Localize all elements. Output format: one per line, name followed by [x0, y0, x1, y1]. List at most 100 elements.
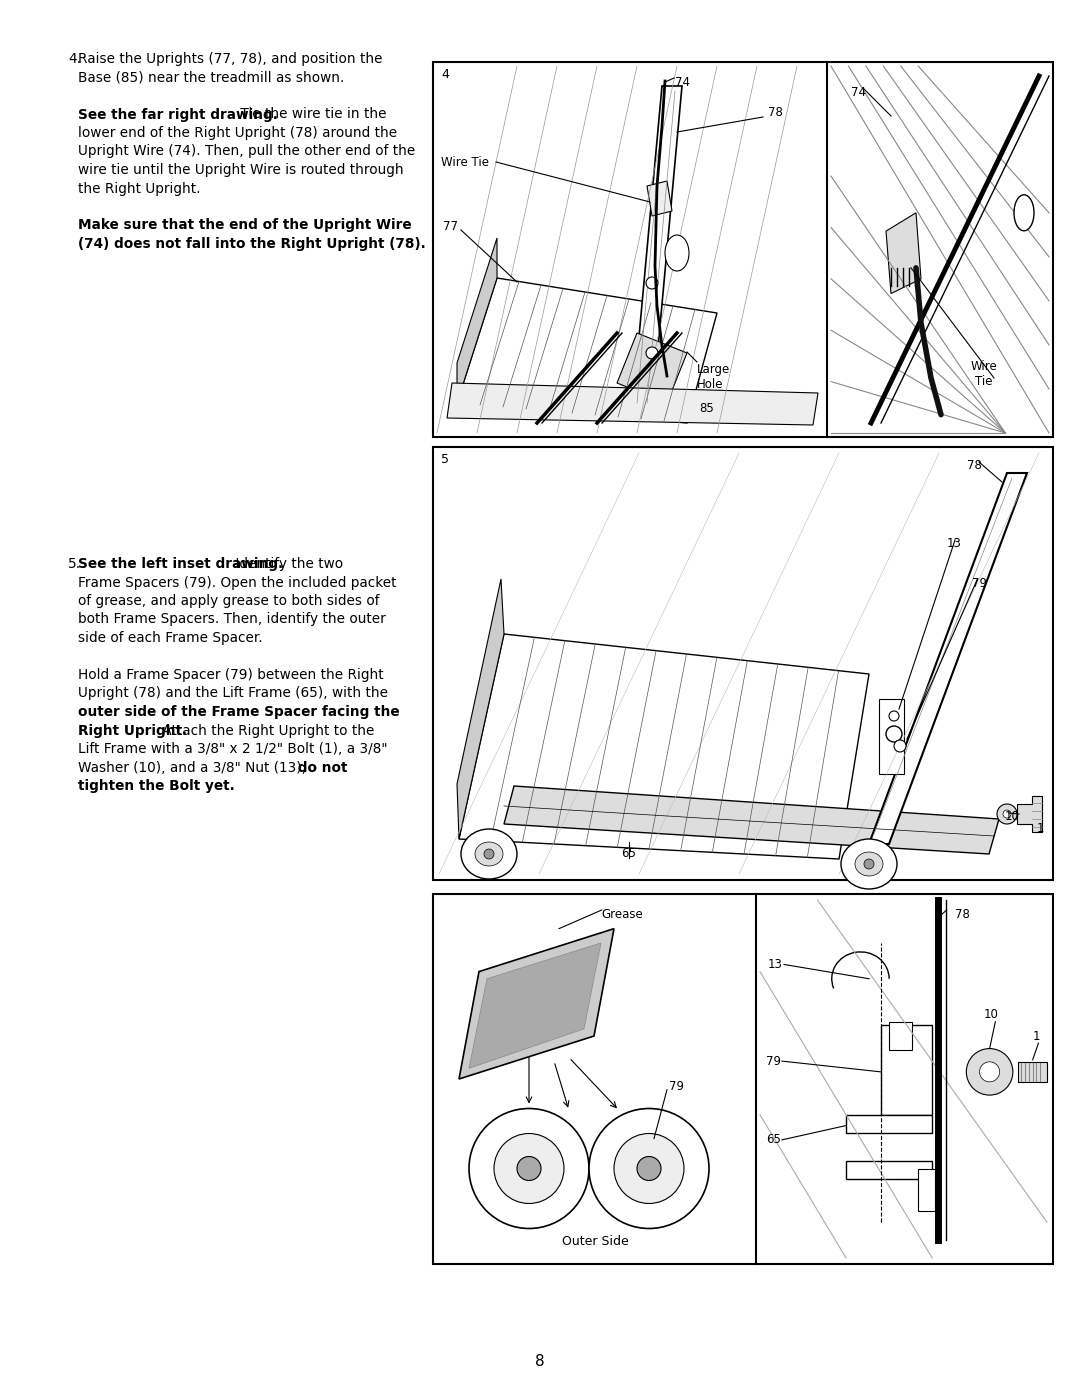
- Text: Lift Frame with a 3/8" x 2 1/2" Bolt (1), a 3/8": Lift Frame with a 3/8" x 2 1/2" Bolt (1)…: [78, 742, 388, 756]
- Bar: [880, 1025, 932, 1115]
- Text: 79: 79: [972, 577, 987, 590]
- Text: See the left inset drawing.: See the left inset drawing.: [78, 557, 283, 571]
- Bar: [433, 61, 1053, 437]
- Text: (74) does not fall into the Right Upright (78).: (74) does not fall into the Right Uprigh…: [78, 237, 426, 251]
- Text: wire tie until the Upright Wire is routed through: wire tie until the Upright Wire is route…: [78, 163, 404, 177]
- Polygon shape: [869, 474, 1027, 844]
- Text: Upright (78) and the Lift Frame (65), with the: Upright (78) and the Lift Frame (65), wi…: [78, 686, 388, 700]
- Text: 74: 74: [675, 75, 690, 89]
- Polygon shape: [469, 943, 600, 1069]
- Text: Attach the Right Upright to the: Attach the Right Upright to the: [158, 724, 375, 738]
- Text: tighten the Bolt yet.: tighten the Bolt yet.: [78, 780, 234, 793]
- Text: outer side of the Frame Spacer facing the: outer side of the Frame Spacer facing th…: [78, 705, 400, 719]
- Text: 78: 78: [967, 460, 982, 472]
- Text: Wire
Tie: Wire Tie: [971, 360, 997, 388]
- Text: 65: 65: [622, 847, 636, 861]
- Text: do not: do not: [293, 760, 348, 774]
- Polygon shape: [1017, 796, 1042, 833]
- Circle shape: [517, 1157, 541, 1180]
- Bar: [433, 447, 1053, 880]
- Text: 13: 13: [768, 958, 783, 971]
- Circle shape: [646, 277, 658, 289]
- Circle shape: [646, 346, 658, 359]
- Text: of grease, and apply grease to both sides of: of grease, and apply grease to both side…: [78, 594, 379, 608]
- Text: Wire Tie: Wire Tie: [441, 155, 489, 169]
- Circle shape: [589, 1108, 708, 1228]
- Circle shape: [980, 1062, 1000, 1081]
- Text: side of each Frame Spacer.: side of each Frame Spacer.: [78, 631, 262, 645]
- Ellipse shape: [665, 235, 689, 271]
- Text: Washer (10), and a 3/8" Nut (13);: Washer (10), and a 3/8" Nut (13);: [78, 760, 307, 774]
- Text: Tie the wire tie in the: Tie the wire tie in the: [237, 108, 387, 122]
- Circle shape: [864, 859, 874, 869]
- Polygon shape: [459, 634, 869, 859]
- Bar: [433, 894, 1053, 1264]
- Polygon shape: [504, 787, 999, 854]
- Circle shape: [997, 805, 1017, 824]
- Text: Hold a Frame Spacer (79) between the Right: Hold a Frame Spacer (79) between the Rig…: [78, 668, 383, 682]
- Text: Upright Wire (74). Then, pull the other end of the: Upright Wire (74). Then, pull the other …: [78, 144, 415, 158]
- Text: 77: 77: [443, 221, 458, 233]
- Circle shape: [1003, 810, 1011, 819]
- Polygon shape: [457, 237, 497, 402]
- Text: 8: 8: [536, 1354, 544, 1369]
- Text: Right Upright.: Right Upright.: [78, 724, 187, 738]
- Text: both Frame Spacers. Then, identify the outer: both Frame Spacers. Then, identify the o…: [78, 612, 386, 626]
- Text: 1: 1: [1032, 1030, 1040, 1042]
- Bar: [918, 1168, 935, 1211]
- Text: 65: 65: [766, 1133, 781, 1147]
- Ellipse shape: [1014, 194, 1034, 231]
- Polygon shape: [617, 332, 687, 402]
- Text: 79: 79: [669, 1080, 684, 1092]
- Text: Outer Side: Outer Side: [562, 1235, 629, 1248]
- Polygon shape: [459, 929, 615, 1078]
- Ellipse shape: [841, 840, 897, 888]
- Bar: [846, 1115, 932, 1133]
- Text: 5: 5: [441, 453, 449, 467]
- Text: lower end of the Right Upright (78) around the: lower end of the Right Upright (78) arou…: [78, 126, 397, 140]
- Polygon shape: [647, 182, 672, 217]
- Circle shape: [967, 1049, 1013, 1095]
- Bar: [846, 1161, 932, 1179]
- Text: Frame Spacers (79). Open the included packet: Frame Spacers (79). Open the included pa…: [78, 576, 396, 590]
- Text: 1: 1: [1037, 821, 1044, 834]
- Polygon shape: [457, 278, 717, 423]
- Ellipse shape: [475, 842, 503, 866]
- Text: Raise the Uprights (77, 78), and position the: Raise the Uprights (77, 78), and positio…: [78, 52, 382, 66]
- Text: 10: 10: [984, 1009, 999, 1021]
- Text: Make sure that the end of the Upright Wire: Make sure that the end of the Upright Wi…: [78, 218, 411, 232]
- Circle shape: [484, 849, 494, 859]
- Text: 79: 79: [766, 1055, 781, 1067]
- Circle shape: [886, 726, 902, 742]
- Polygon shape: [879, 698, 904, 774]
- Circle shape: [889, 711, 899, 721]
- Text: Identify the two: Identify the two: [231, 557, 343, 571]
- Circle shape: [494, 1133, 564, 1203]
- Text: Large
Hole: Large Hole: [697, 363, 730, 391]
- Text: 13: 13: [947, 536, 962, 550]
- Text: 74: 74: [851, 87, 866, 99]
- Text: Grease: Grease: [602, 908, 644, 921]
- Text: 78: 78: [768, 106, 783, 119]
- Text: 78: 78: [955, 908, 970, 921]
- Circle shape: [637, 1157, 661, 1180]
- Text: See the far right drawing.: See the far right drawing.: [78, 108, 278, 122]
- Polygon shape: [1018, 1062, 1047, 1081]
- Circle shape: [615, 1133, 684, 1203]
- Text: the Right Upright.: the Right Upright.: [78, 182, 201, 196]
- Polygon shape: [457, 578, 504, 840]
- Ellipse shape: [855, 852, 883, 876]
- Polygon shape: [447, 383, 818, 425]
- Text: 85: 85: [700, 402, 714, 415]
- Text: 5.: 5.: [68, 557, 81, 571]
- Circle shape: [894, 740, 906, 752]
- Bar: [889, 1021, 913, 1051]
- Polygon shape: [886, 212, 921, 293]
- Text: 4: 4: [441, 68, 449, 81]
- Ellipse shape: [461, 828, 517, 879]
- Text: 10: 10: [1005, 809, 1020, 823]
- Polygon shape: [632, 87, 681, 414]
- Circle shape: [469, 1108, 589, 1228]
- Text: Base (85) near the treadmill as shown.: Base (85) near the treadmill as shown.: [78, 70, 345, 84]
- Text: 4.: 4.: [68, 52, 81, 66]
